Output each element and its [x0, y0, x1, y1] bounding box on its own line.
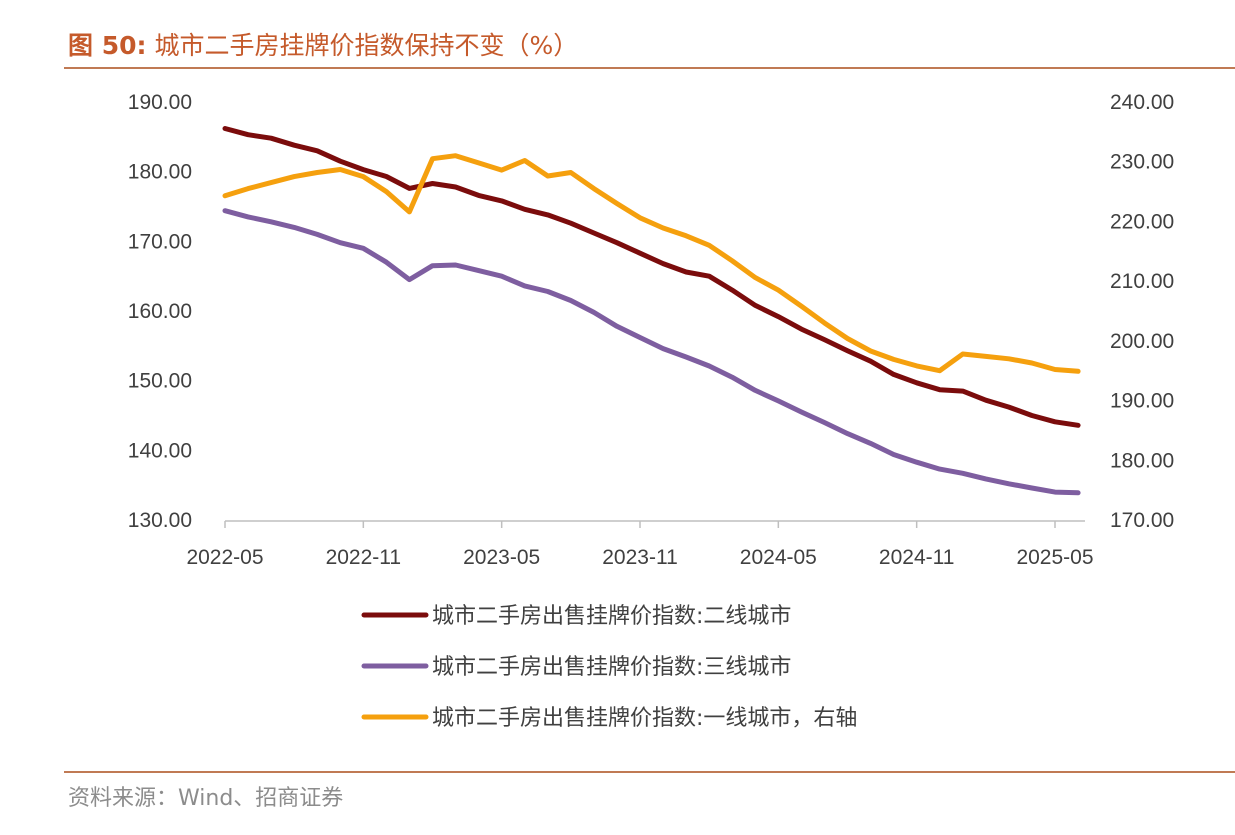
y-right-tick-label: 220.00	[1110, 210, 1174, 233]
y-left-tick-label: 140.00	[128, 439, 192, 462]
y-left-tick-label: 170.00	[128, 230, 192, 253]
figure-label: 图 50:	[68, 31, 147, 60]
x-tick-label: 2023-11	[602, 546, 678, 569]
y-left-tick-label: 180.00	[128, 161, 192, 184]
y-left-tick-label: 160.00	[128, 300, 192, 323]
y-right-tick-label: 240.00	[1110, 91, 1174, 114]
title-divider	[64, 67, 1235, 69]
series-line-3	[222, 153, 1081, 374]
series-line-1	[222, 126, 1081, 428]
chart-series	[222, 126, 1081, 496]
y-left-tick-label: 190.00	[128, 91, 192, 114]
legend-label: 城市二手房出售挂牌价指数:一线城市，右轴	[432, 706, 857, 731]
y-right-tick-label: 170.00	[1110, 509, 1174, 532]
y-left-tick-label: 150.00	[128, 370, 192, 393]
y-right-tick-label: 180.00	[1110, 449, 1174, 472]
x-tick-label: 2025-05	[1016, 546, 1093, 569]
figure-title: 图 50: 城市二手房挂牌价指数保持不变（%）	[68, 26, 578, 62]
legend-label: 城市二手房出售挂牌价指数:二线城市	[432, 604, 791, 629]
series-line-2	[222, 208, 1081, 496]
figure-title-text: 城市二手房挂牌价指数保持不变（%）	[154, 31, 579, 60]
chart-axes: 2022-05 2022-11 2023-05 2023-11 2024-05 2024-…	[128, 91, 1174, 569]
y-right-tick-label: 230.00	[1110, 151, 1174, 174]
y-left-tick-label: 130.00	[128, 509, 192, 532]
x-tick-label: 2023-05	[463, 546, 540, 569]
x-tick-label: 2024-05	[740, 546, 817, 569]
chart-legend: 城市二手房出售挂牌价指数:二线城市城市二手房出售挂牌价指数:三线城市城市二手房出…	[361, 604, 857, 731]
legend-label: 城市二手房出售挂牌价指数:三线城市	[432, 655, 791, 680]
y-right-tick-label: 210.00	[1110, 270, 1174, 293]
y-right-tick-label: 200.00	[1110, 330, 1174, 353]
y-right-tick-label: 190.00	[1110, 390, 1174, 413]
source-divider	[64, 771, 1235, 773]
x-tick-label: 2022-05	[186, 546, 263, 569]
x-tick-label: 2022-11	[326, 546, 402, 569]
source-note: 资料来源：Wind、招商证券	[68, 786, 344, 811]
x-tick-label: 2024-11	[879, 546, 955, 569]
